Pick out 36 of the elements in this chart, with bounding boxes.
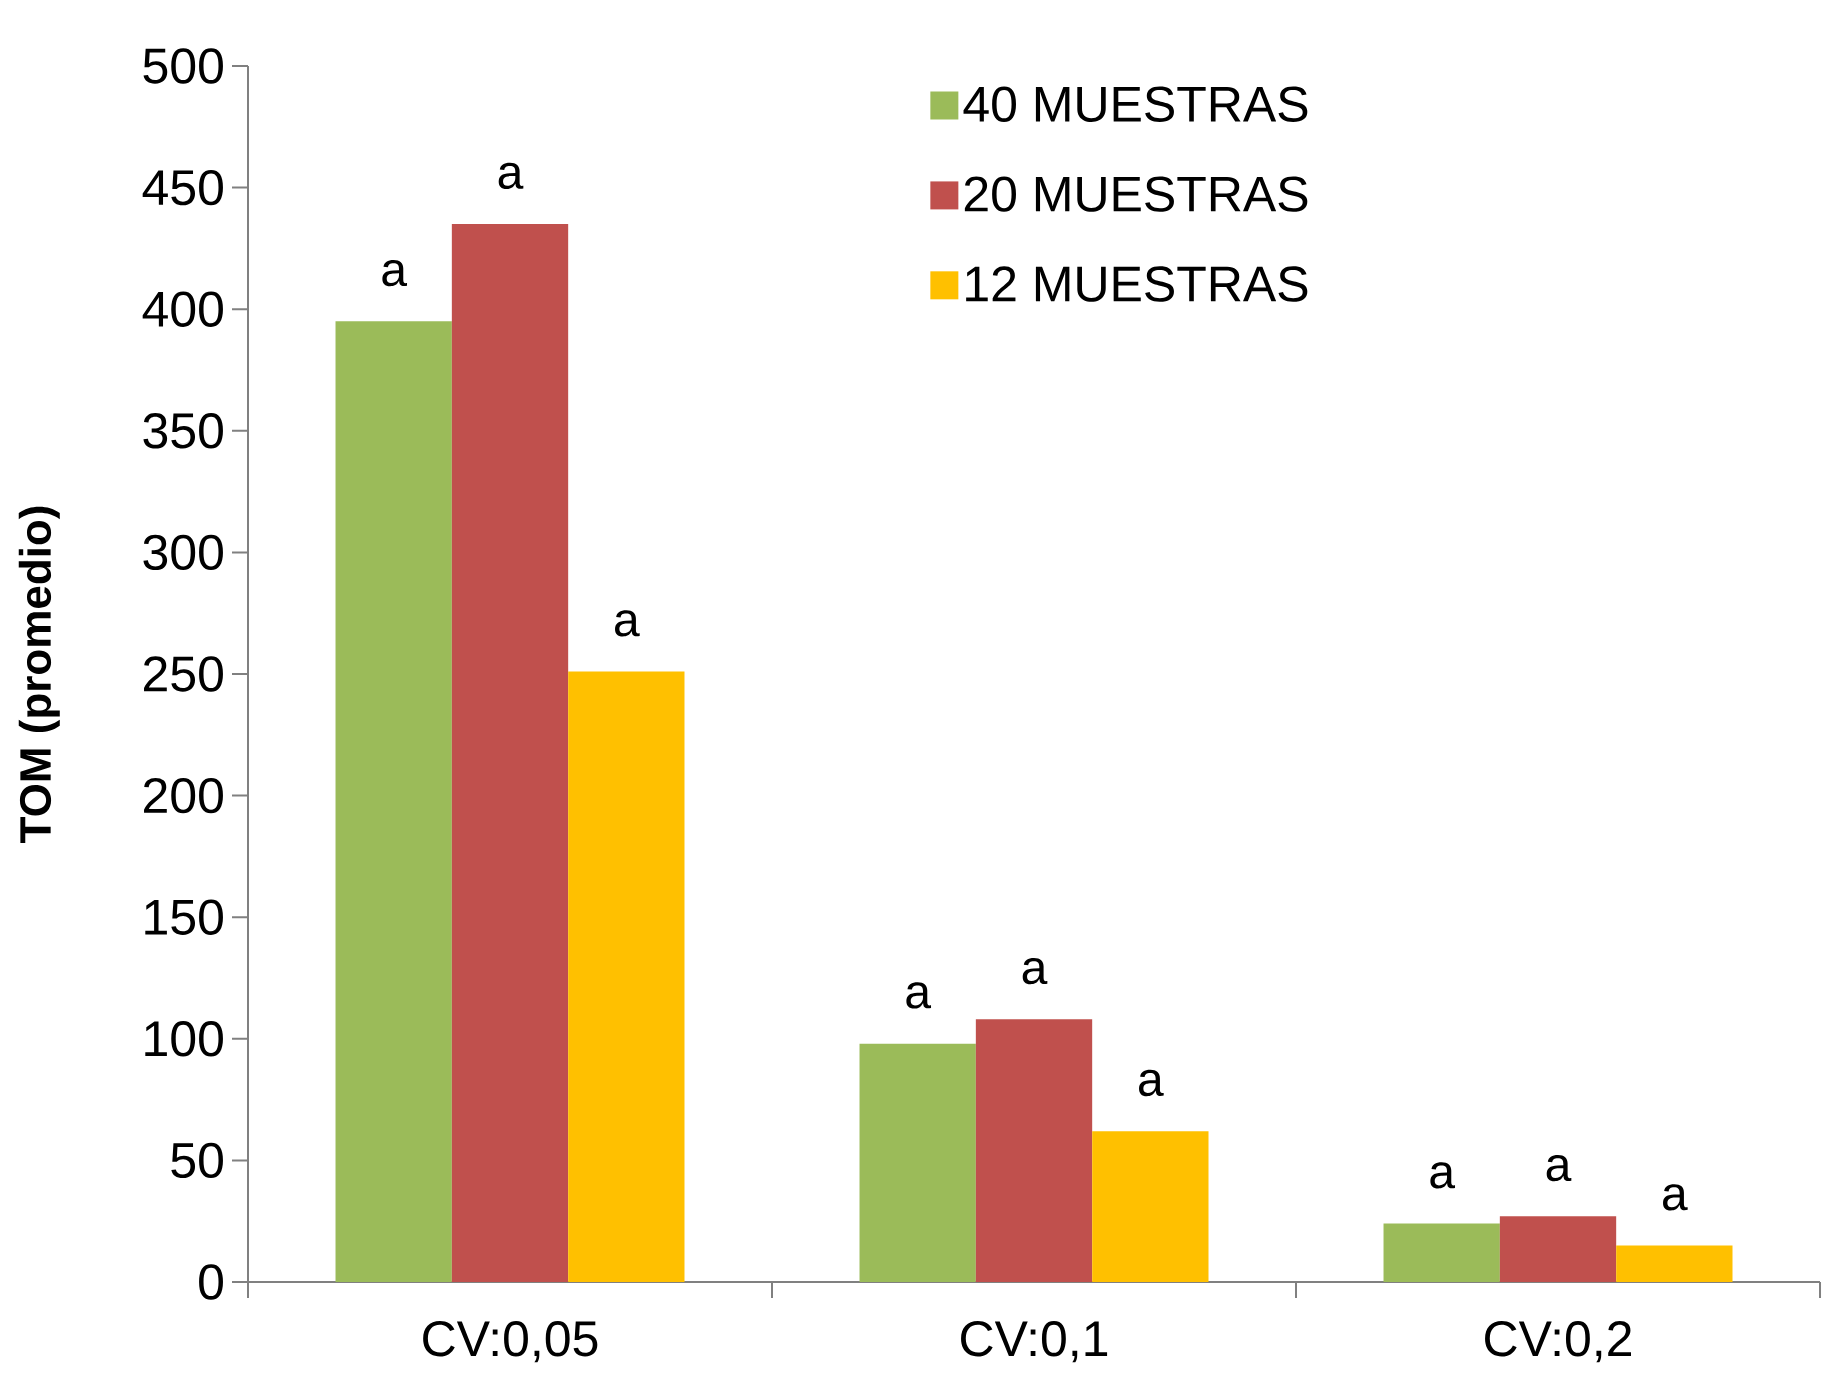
y-tick-label: 300 <box>143 534 223 571</box>
y-tick-label: 150 <box>145 899 223 935</box>
annotation: a <box>1430 1162 1456 1189</box>
legend-label: 20 MUESTRAS <box>964 176 1308 212</box>
x-tick-label: CV:0,1 <box>961 1321 1108 1363</box>
annotation: a <box>1663 1184 1688 1211</box>
annotation: a <box>1022 957 1048 985</box>
x-tick-label: CV:0,05 <box>423 1321 598 1363</box>
bar <box>1499 1216 1617 1282</box>
y-tick-label: 350 <box>143 413 223 449</box>
bar <box>451 224 569 1282</box>
y-tick-label: 100 <box>145 1021 223 1057</box>
y-tick-label: 500 <box>143 48 223 84</box>
annotation: a <box>1139 1069 1164 1097</box>
legend-label: 12 MUESTRAS <box>966 266 1308 302</box>
annotation: a <box>615 610 640 637</box>
bar <box>1616 1245 1733 1282</box>
bar <box>568 671 685 1282</box>
y-tick-label: 250 <box>144 656 223 692</box>
y-tick-label: 0 <box>199 1264 223 1300</box>
bar <box>1383 1223 1500 1282</box>
bar <box>859 1043 976 1282</box>
y-axis-title: TOM (promedio) <box>18 506 60 843</box>
annotation: a <box>382 260 408 287</box>
annotation: a <box>1546 1154 1572 1182</box>
annotation: a <box>498 162 524 189</box>
bar <box>975 1019 1093 1282</box>
y-tick-label: 450 <box>142 169 223 206</box>
annotation: a <box>906 982 932 1009</box>
bar <box>335 321 452 1282</box>
legend-label: 40 MUESTRAS <box>963 86 1308 122</box>
y-tick-label: 50 <box>171 1142 223 1179</box>
y-tick-label: 400 <box>142 291 223 327</box>
x-tick-label: CV:0,2 <box>1485 1321 1631 1363</box>
bar <box>1092 1131 1209 1282</box>
y-tick-label: 200 <box>144 777 223 814</box>
